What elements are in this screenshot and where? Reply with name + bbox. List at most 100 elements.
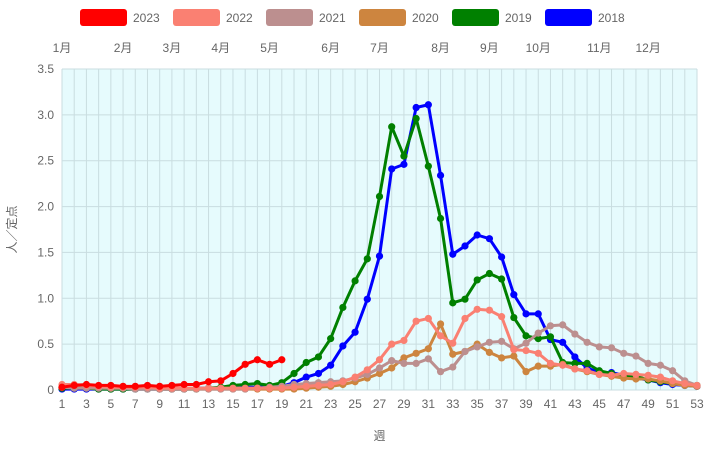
month-label: 6月: [321, 41, 340, 55]
data-point: [522, 310, 530, 318]
data-point: [314, 381, 323, 390]
x-tick-label: 25: [348, 397, 362, 411]
data-point: [388, 123, 396, 131]
data-point: [107, 381, 115, 390]
data-point: [388, 364, 396, 372]
data-point: [632, 370, 640, 379]
data-point: [546, 322, 555, 330]
x-tick-label: 29: [397, 397, 411, 411]
legend-swatch-2020: [359, 9, 406, 26]
data-point: [95, 381, 103, 390]
y-tick-label: 0.5: [37, 337, 54, 351]
legend-swatch-2022: [173, 9, 220, 26]
data-point: [632, 352, 640, 360]
data-point: [595, 370, 603, 379]
x-tick-label: 47: [617, 397, 631, 411]
month-label: 8月: [431, 41, 450, 55]
data-point: [534, 362, 542, 370]
data-point: [461, 347, 469, 356]
data-point: [82, 380, 91, 389]
data-point: [314, 369, 323, 378]
month-label: 4月: [211, 41, 230, 55]
legend-label-2023: 2023: [133, 11, 160, 25]
data-point: [204, 384, 213, 392]
x-tick-label: 51: [666, 397, 680, 411]
data-point: [461, 242, 469, 250]
data-point: [290, 383, 298, 391]
data-point: [265, 384, 274, 392]
x-tick-label: 1: [59, 397, 66, 411]
data-point: [217, 384, 225, 392]
x-tick-label: 5: [108, 397, 115, 411]
data-point: [681, 379, 689, 388]
data-point: [424, 314, 432, 323]
data-point: [70, 381, 78, 390]
x-tick-label: 11: [178, 397, 191, 411]
data-point: [449, 363, 457, 371]
data-point: [400, 336, 408, 345]
data-point: [510, 291, 518, 299]
data-point: [693, 381, 701, 390]
legend-swatch-2023: [80, 9, 127, 26]
legend-swatch-2019: [452, 9, 499, 26]
data-point: [229, 369, 237, 378]
data-point: [143, 381, 152, 390]
data-point: [156, 382, 164, 390]
data-point: [375, 356, 384, 364]
data-point: [412, 103, 420, 112]
legend-label-2018: 2018: [598, 11, 625, 25]
x-tick-label: 41: [544, 397, 558, 411]
x-tick-label: 27: [373, 397, 387, 411]
data-point: [388, 357, 396, 365]
data-point: [534, 310, 542, 318]
data-point: [583, 367, 591, 375]
data-point: [327, 380, 335, 389]
data-point: [400, 359, 408, 368]
data-point: [363, 295, 371, 303]
x-tick-label: 17: [251, 397, 265, 411]
data-point: [522, 346, 530, 355]
data-point: [180, 380, 188, 389]
data-point: [119, 382, 127, 390]
data-point: [449, 250, 457, 258]
legend-label-2022: 2022: [226, 11, 253, 25]
data-point: [571, 330, 579, 338]
x-tick-label: 53: [690, 397, 704, 411]
legend-label-2019: 2019: [505, 11, 532, 25]
data-point: [571, 359, 579, 368]
data-point: [449, 350, 457, 358]
data-point: [412, 349, 420, 357]
data-point: [436, 214, 445, 223]
data-point: [424, 162, 432, 170]
data-point: [363, 366, 371, 374]
data-point: [436, 171, 445, 179]
data-point: [253, 356, 261, 364]
x-tick-label: 15: [226, 397, 240, 411]
x-tick-label: 43: [568, 397, 582, 411]
grid-lines: [61, 68, 698, 391]
data-point: [339, 342, 347, 350]
data-point: [546, 333, 555, 341]
x-tick-label: 9: [156, 397, 163, 411]
data-point: [351, 373, 359, 381]
data-point: [607, 344, 616, 352]
data-point: [302, 382, 310, 390]
data-point: [510, 313, 518, 322]
data-point: [583, 359, 591, 368]
data-point: [559, 361, 567, 369]
x-tick-label: 39: [519, 397, 533, 411]
x-tick-label: 3: [83, 397, 90, 411]
data-point: [375, 369, 384, 378]
legend-label-2020: 2020: [412, 11, 439, 25]
data-point: [58, 383, 66, 391]
x-tick-label: 45: [593, 397, 607, 411]
data-point: [400, 354, 408, 362]
data-point: [485, 338, 494, 346]
data-point: [485, 235, 494, 243]
x-tick-label: 13: [202, 397, 216, 411]
data-point: [375, 192, 384, 201]
data-point: [388, 340, 396, 348]
data-point: [278, 384, 286, 392]
y-tick-label: 1.0: [37, 291, 54, 305]
y-tick-label: 0: [47, 383, 54, 397]
